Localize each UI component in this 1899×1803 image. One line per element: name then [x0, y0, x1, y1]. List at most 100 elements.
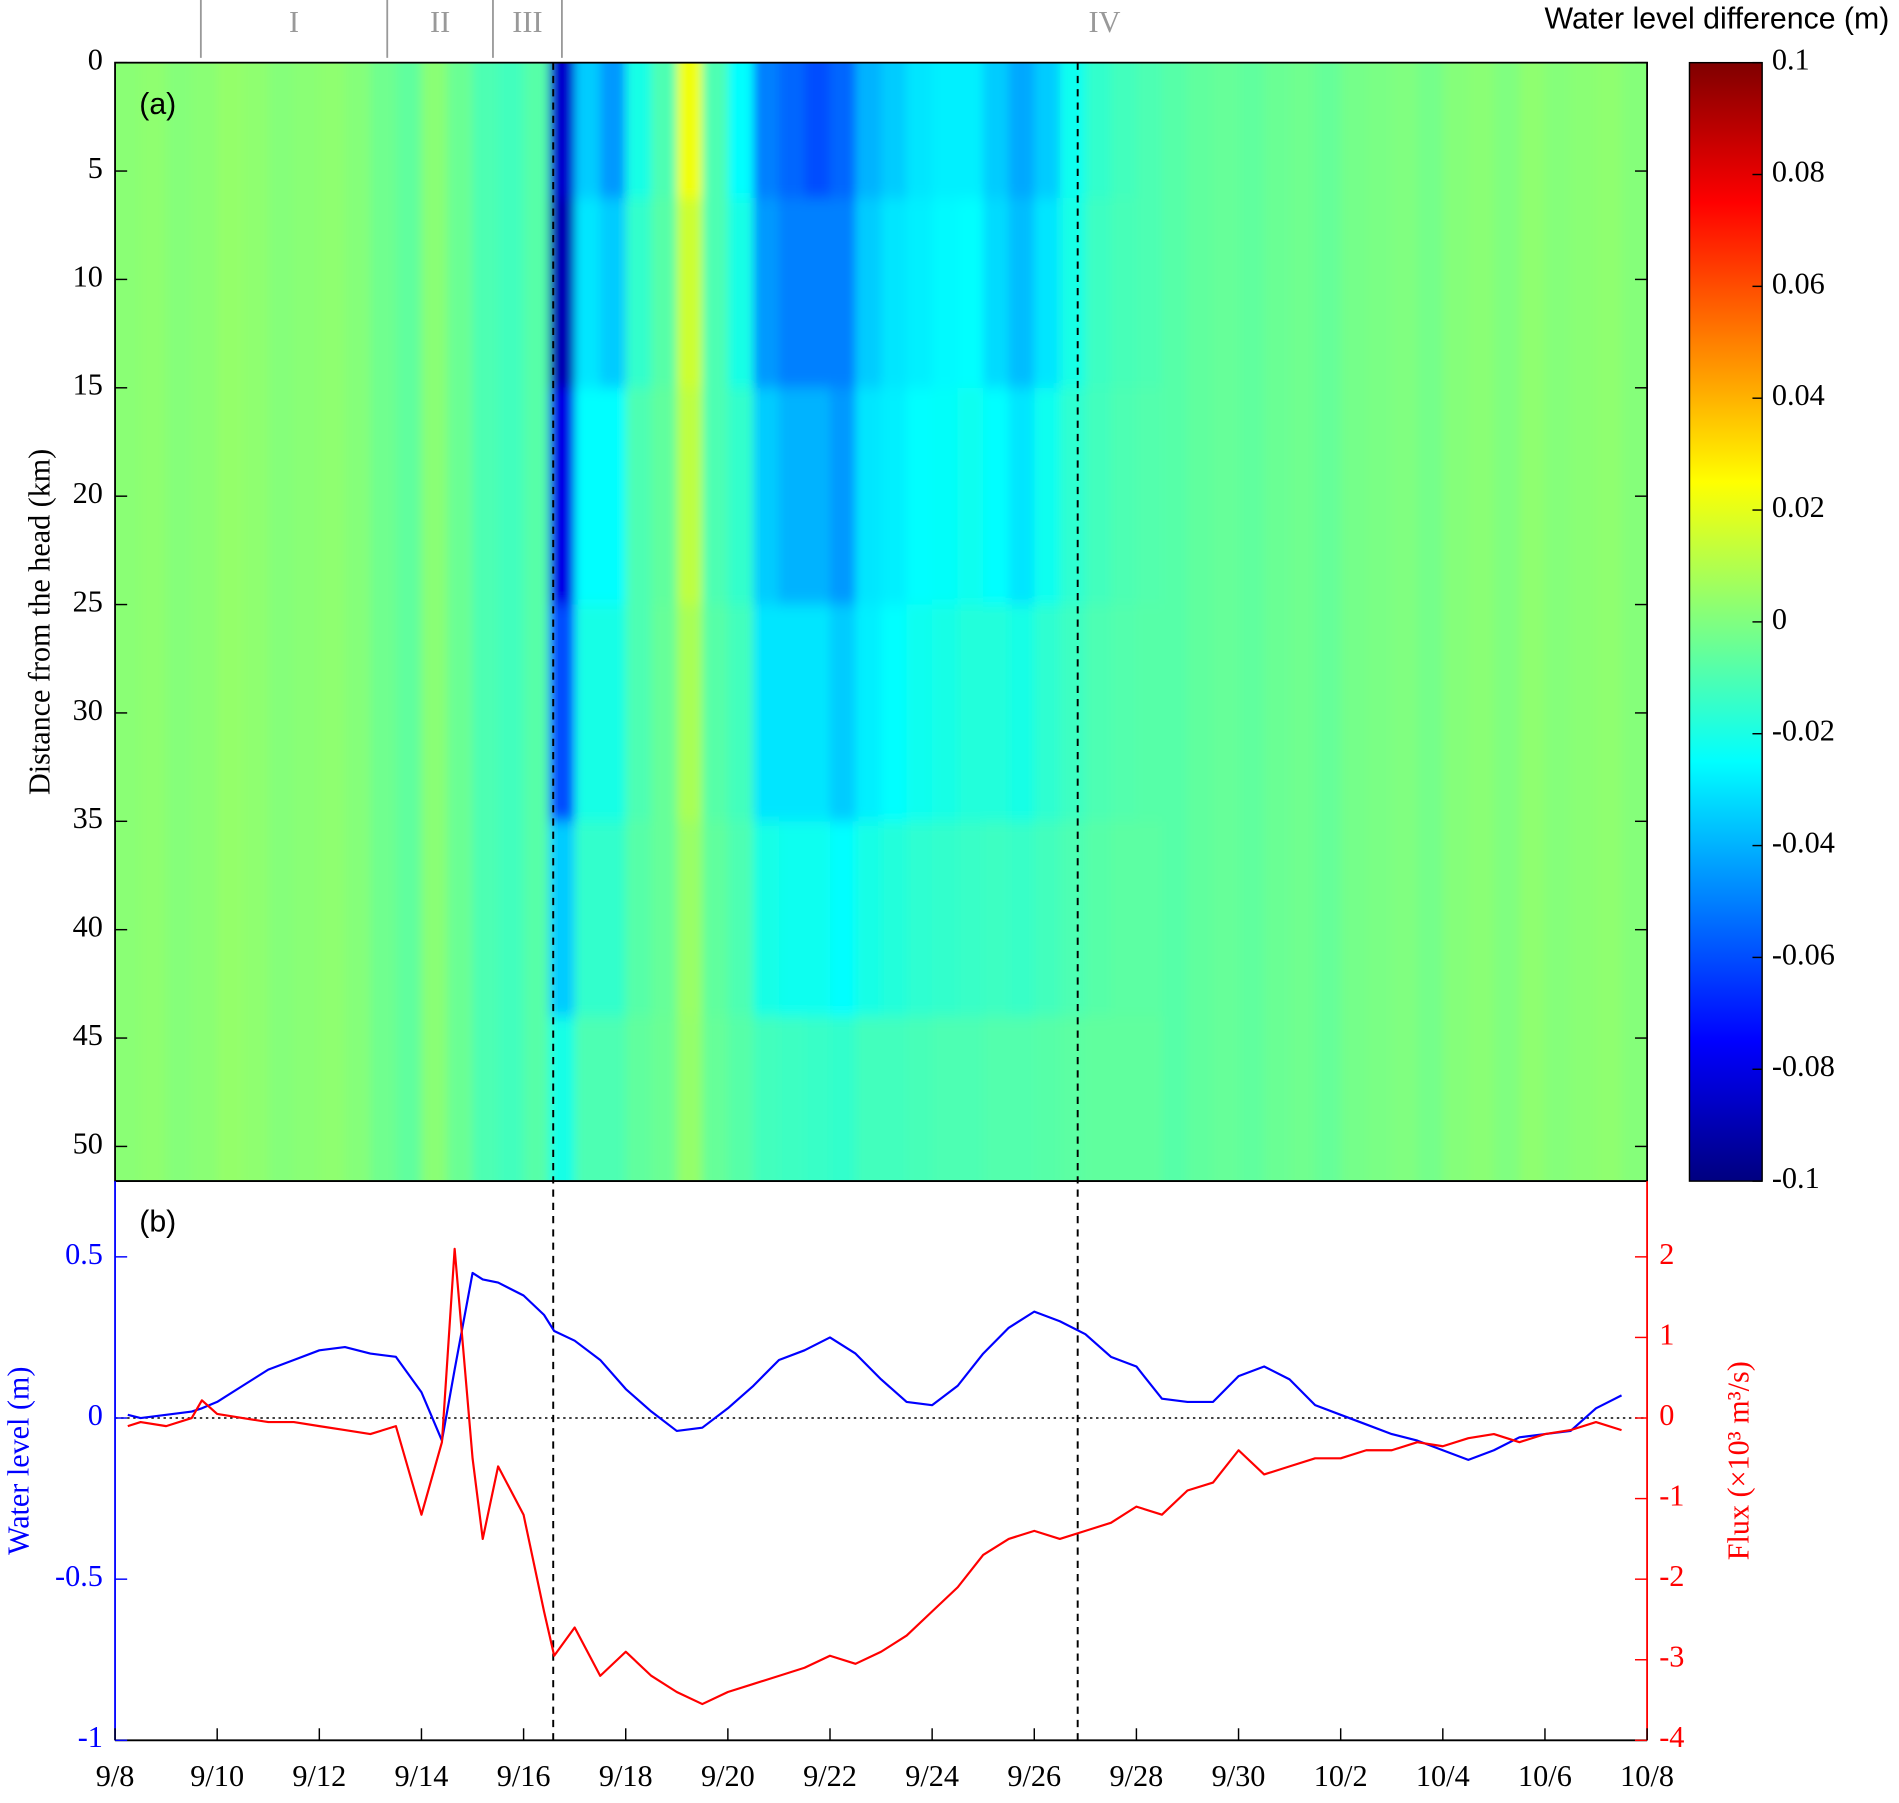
- heat-cell: [268, 821, 295, 1018]
- heat-cell: [421, 821, 448, 1018]
- heat-cell: [523, 1016, 550, 1182]
- heat-cell: [395, 821, 423, 1018]
- heat-cell: [319, 198, 346, 389]
- y-tick-label: 40: [73, 910, 103, 944]
- heat-cell: [1519, 821, 1546, 1018]
- heat-cell: [319, 387, 346, 606]
- heat-cell: [1264, 604, 1291, 823]
- y2-axis-title: Flux (×10³ m³/s): [1721, 1361, 1755, 1560]
- heat-cell: [523, 604, 550, 823]
- heat-cell: [727, 1016, 755, 1182]
- heat-cell: [804, 62, 831, 199]
- heat-cell: [1570, 387, 1597, 606]
- y-tick-label: 0: [88, 1398, 103, 1432]
- x-tick-label: 9/24: [905, 1759, 959, 1793]
- heat-cell: [932, 1016, 959, 1182]
- heat-cell: [778, 62, 806, 199]
- heat-cell: [957, 1016, 984, 1182]
- x-tick-label: 9/12: [292, 1759, 346, 1793]
- heat-cell: [830, 387, 857, 606]
- heat-cell: [344, 821, 372, 1018]
- heat-cell: [1391, 604, 1419, 823]
- heat-cell: [1570, 604, 1597, 823]
- heat-cell: [804, 1016, 831, 1182]
- heat-cell: [1493, 62, 1521, 199]
- heat-cell: [395, 198, 423, 389]
- x-tick-label: 9/8: [96, 1759, 135, 1793]
- heat-cell: [1544, 198, 1572, 389]
- heat-cell: [1187, 62, 1214, 199]
- heat-cell: [242, 198, 269, 389]
- heat-cell: [242, 1016, 269, 1182]
- heat-cell: [1110, 821, 1138, 1018]
- heat-cell: [881, 62, 908, 199]
- heat-cell: [881, 387, 908, 606]
- heat-cell: [1238, 387, 1265, 606]
- heat-cell: [268, 1016, 295, 1182]
- y2-tick-label: -2: [1659, 1559, 1684, 1593]
- phase-label: I: [289, 5, 299, 39]
- heat-cell: [676, 387, 704, 606]
- heat-cell: [395, 604, 423, 823]
- y-tick-label: 10: [73, 259, 103, 293]
- colorbar-tick-label: 0.08: [1772, 155, 1825, 189]
- heat-cell: [344, 198, 372, 389]
- colorbar-tick-label: 0.02: [1772, 490, 1825, 524]
- heat-cell: [600, 198, 627, 389]
- colorbar-tick-label: 0.1: [1772, 43, 1810, 77]
- heat-cell: [957, 198, 984, 389]
- heat-cell: [702, 387, 729, 606]
- heat-cell: [906, 62, 933, 199]
- heat-cell: [498, 387, 525, 606]
- heat-cell: [830, 198, 857, 389]
- heat-cell: [1136, 198, 1163, 389]
- heat-cell: [830, 604, 857, 823]
- x-tick-label: 9/28: [1110, 1759, 1164, 1793]
- heat-cell: [727, 604, 755, 823]
- heat-cell: [906, 821, 933, 1018]
- heat-cell: [1059, 821, 1087, 1018]
- heat-cell: [1519, 198, 1546, 389]
- heat-cell: [957, 387, 984, 606]
- heat-cell: [600, 62, 627, 199]
- heat-cell: [370, 821, 397, 1018]
- heat-cell: [523, 62, 550, 199]
- heat-cell: [1059, 198, 1087, 389]
- heat-cell: [957, 604, 984, 823]
- heat-cell: [753, 62, 780, 199]
- heat-cell: [1034, 604, 1061, 823]
- heat-cell: [855, 198, 882, 389]
- heat-cell: [1340, 62, 1367, 199]
- heat-cell: [1340, 387, 1367, 606]
- y2-tick-label: 2: [1659, 1237, 1674, 1271]
- heat-cell: [446, 821, 474, 1018]
- heat-cell: [166, 821, 193, 1018]
- heat-cell: [268, 62, 295, 199]
- heat-cell: [983, 1016, 1010, 1182]
- heat-cell: [115, 821, 142, 1018]
- heat-cell: [191, 62, 218, 199]
- heat-cell: [906, 387, 933, 606]
- heat-cell: [523, 198, 550, 389]
- heat-cell: [906, 1016, 933, 1182]
- heat-cell: [293, 604, 321, 823]
- colorbar-tick-label: 0: [1772, 602, 1787, 636]
- heat-cell: [1238, 821, 1265, 1018]
- heat-cell: [446, 198, 474, 389]
- heat-cell: [676, 62, 704, 199]
- heat-cell: [804, 821, 831, 1018]
- heat-cell: [1110, 1016, 1138, 1182]
- heat-cell: [1008, 604, 1036, 823]
- heat-cell: [1468, 821, 1495, 1018]
- heat-cell: [1008, 821, 1036, 1018]
- heat-cell: [115, 62, 142, 199]
- y-tick-label: 25: [73, 585, 103, 619]
- heat-cell: [1161, 387, 1189, 606]
- heat-cell: [804, 387, 831, 606]
- colorbar: [1688, 61, 1763, 1182]
- heat-cell: [830, 821, 857, 1018]
- heat-cell: [1493, 821, 1521, 1018]
- heat-cell: [1187, 198, 1214, 389]
- y-tick-label: 15: [73, 368, 103, 402]
- heat-cell: [1366, 62, 1393, 199]
